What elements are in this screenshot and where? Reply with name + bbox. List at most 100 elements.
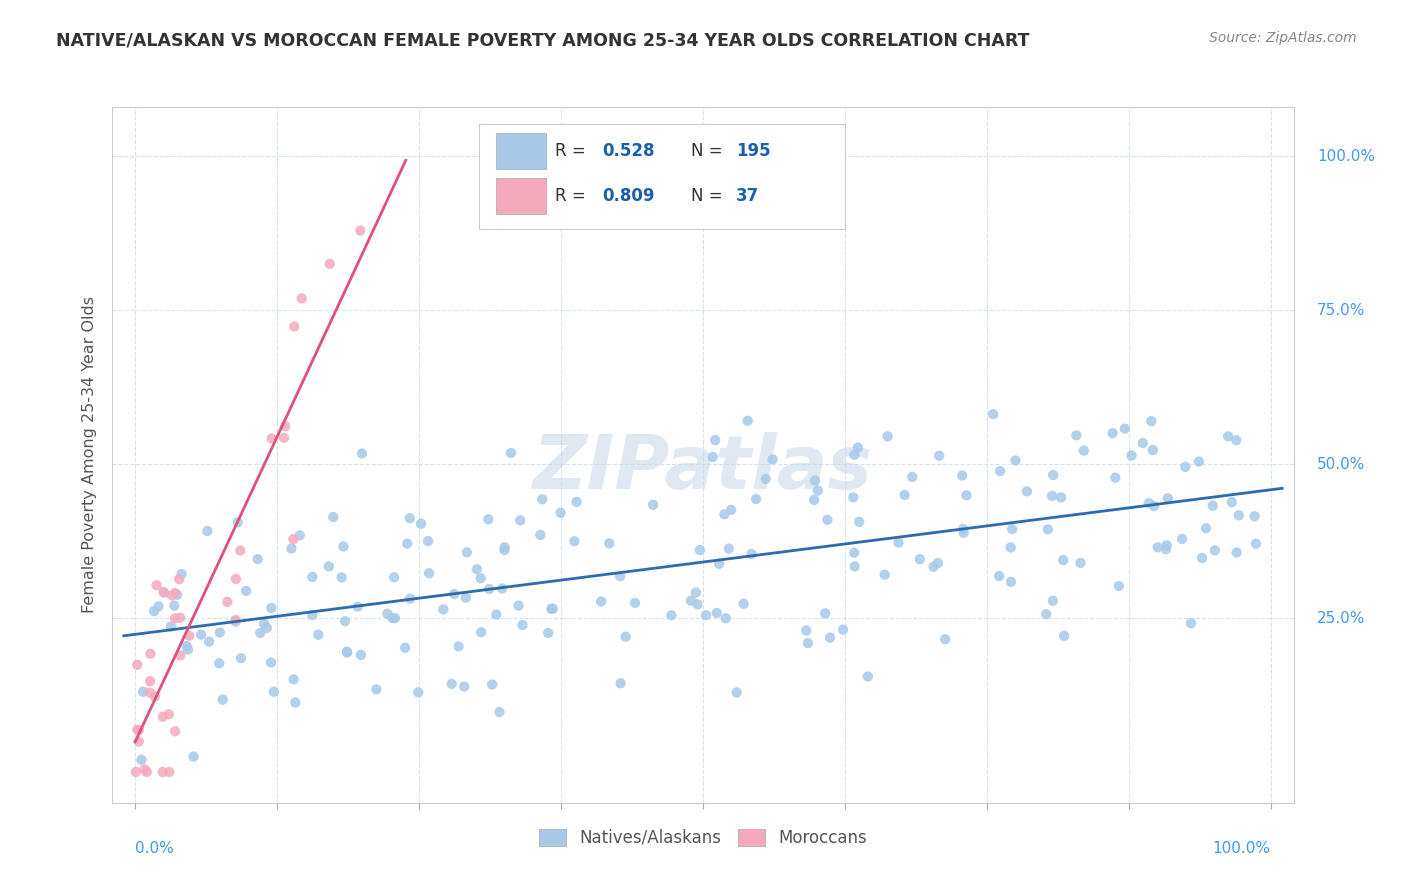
Text: 50.0%: 50.0% [1317, 457, 1365, 472]
Point [818, 631, 841, 645]
Point [260, 656, 283, 670]
Point [260, 601, 283, 615]
Point [541, 601, 564, 615]
Point [695, 608, 717, 623]
Point [283, 673, 305, 687]
Point [1226, 545, 1249, 559]
Point [1114, 422, 1136, 436]
Text: R =: R = [555, 142, 592, 160]
Point [1143, 499, 1166, 513]
Point [190, 627, 212, 641]
Point [318, 559, 340, 574]
Point [529, 528, 551, 542]
Point [564, 534, 586, 549]
Point [803, 492, 825, 507]
Point [955, 488, 977, 502]
Point [1108, 579, 1130, 593]
Point [470, 571, 492, 585]
Point [1042, 468, 1064, 483]
Text: ZIPatlas: ZIPatlas [533, 433, 873, 506]
Point [713, 508, 735, 522]
Point [952, 522, 974, 536]
Point [720, 503, 742, 517]
Point [1073, 443, 1095, 458]
Text: 0.809: 0.809 [603, 187, 655, 205]
Point [139, 686, 162, 700]
Point [283, 319, 305, 334]
Point [485, 607, 508, 622]
Point [1244, 536, 1267, 550]
Point [263, 685, 285, 699]
Point [679, 593, 702, 607]
Point [418, 566, 440, 581]
Point [643, 498, 665, 512]
Legend: Natives/Alaskans, Moroccans: Natives/Alaskans, Moroccans [533, 822, 873, 854]
Point [169, 648, 191, 663]
Point [794, 624, 817, 638]
Point [725, 685, 748, 699]
Point [755, 472, 778, 486]
Point [163, 611, 186, 625]
Point [598, 536, 620, 550]
Point [609, 569, 631, 583]
Point [253, 616, 276, 631]
Point [384, 611, 406, 625]
Point [848, 515, 870, 529]
Point [377, 607, 399, 621]
Point [145, 578, 167, 592]
Text: 0.0%: 0.0% [135, 841, 174, 856]
Point [443, 587, 465, 601]
Point [157, 707, 180, 722]
Point [330, 570, 353, 584]
Point [134, 762, 156, 776]
Point [531, 492, 554, 507]
Point [454, 591, 477, 605]
Point [922, 559, 945, 574]
FancyBboxPatch shape [496, 178, 546, 214]
Point [131, 753, 153, 767]
Point [1015, 484, 1038, 499]
Point [686, 597, 709, 611]
Point [1146, 541, 1168, 555]
Point [1220, 495, 1243, 509]
Point [934, 632, 956, 647]
Point [477, 512, 499, 526]
Point [416, 534, 439, 549]
Point [1132, 436, 1154, 450]
Point [509, 513, 531, 527]
Point [333, 614, 356, 628]
Point [478, 582, 501, 596]
Point [249, 626, 271, 640]
Point [394, 640, 416, 655]
Point [208, 657, 231, 671]
Point [988, 464, 1011, 478]
Point [873, 567, 896, 582]
Point [152, 764, 174, 779]
Point [797, 636, 820, 650]
Point [127, 723, 149, 737]
Point [1154, 542, 1177, 557]
Point [733, 597, 755, 611]
Point [283, 532, 305, 546]
Point [661, 608, 683, 623]
Point [540, 602, 562, 616]
Point [195, 524, 218, 538]
Point [167, 572, 190, 586]
Point [465, 562, 488, 576]
Point [856, 669, 879, 683]
Text: 100.0%: 100.0% [1213, 841, 1271, 856]
Point [165, 724, 187, 739]
Point [148, 599, 170, 614]
Point [1053, 629, 1076, 643]
Point [336, 644, 359, 658]
Point [183, 749, 205, 764]
Point [761, 452, 783, 467]
Point [1180, 616, 1202, 631]
Point [229, 543, 252, 558]
Point [1050, 491, 1073, 505]
Point [1004, 453, 1026, 467]
Point [1174, 459, 1197, 474]
Point [288, 528, 311, 542]
Point [453, 680, 475, 694]
Point [160, 619, 183, 633]
